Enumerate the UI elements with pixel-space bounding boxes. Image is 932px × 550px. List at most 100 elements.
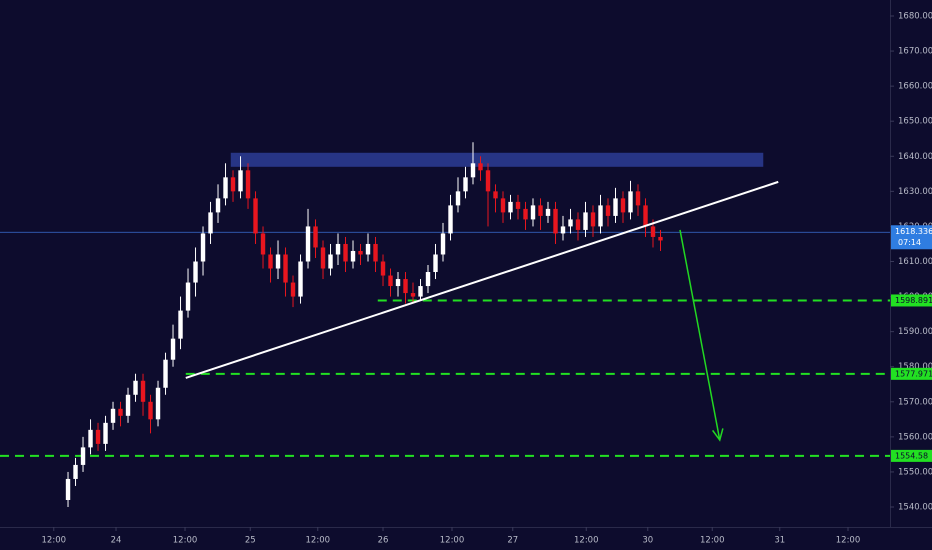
candle-body [298,261,303,297]
candle-body [73,464,78,479]
candle-body [305,226,311,262]
candle-body [403,279,408,294]
candle-body [283,254,288,283]
candle-body [200,233,206,262]
candle-body [65,478,71,500]
candle-body [643,205,648,227]
candle-body [613,198,618,216]
x-tick-label: 12:00 [440,536,465,546]
y-tick-label: 1580.000 [898,362,932,372]
candle-body [335,243,341,255]
candle-body [373,243,378,262]
x-tick-label: 26 [378,536,389,546]
candle-body [658,236,663,241]
candle-body [320,247,326,269]
candle-body [470,163,476,178]
candle-body [538,205,543,216]
candle-body [163,359,168,388]
candle-body [170,338,176,360]
candle-body [133,380,138,395]
level-label: 1598.891 [895,296,932,305]
x-tick-label: 25 [245,536,256,546]
y-tick-label: 1550.000 [898,467,932,477]
candle-body [530,205,536,220]
candle-body [560,226,566,234]
candle-body [523,208,528,220]
candle-body [598,205,603,227]
candle-body [575,219,581,230]
candle-body [343,243,348,262]
level-label-box [891,367,932,380]
candle-body [268,254,273,269]
candle-body [275,254,281,269]
y-tick-label: 1650.000 [898,117,932,127]
y-tick-label: 1670.000 [898,47,932,57]
candle-body [628,191,633,213]
y-tick-label: 1540.000 [898,503,932,513]
candle-body [215,198,221,213]
candle-body [313,226,318,248]
candle-body [350,250,356,262]
y-tick-label: 1630.000 [898,187,932,197]
candle-body [178,310,183,339]
x-tick-label: 12:00 [836,536,861,546]
candle-body [185,282,191,311]
last-price-label: 1618.336 [895,227,932,236]
x-tick-label: 24 [111,536,122,546]
y-tick-label: 1660.000 [898,82,932,92]
candle-body [553,208,558,234]
x-tick-label: 12:00 [42,536,67,546]
candle-body [515,201,521,209]
candle-body [493,191,498,199]
candle-body [238,170,243,192]
candle-body [328,254,333,269]
candle-body [358,250,363,255]
candle-body [245,170,251,199]
level-label-box [891,294,932,307]
candle-body [253,198,258,234]
candle-body [230,177,236,192]
candle-body [485,170,491,192]
candle-body [620,198,626,213]
candle-body [583,212,588,230]
candle-body [590,212,596,227]
countdown: 07:14 [898,238,921,247]
level-label-box [891,449,932,462]
candle-body [478,163,483,171]
y-tick-label: 1610.000 [898,257,932,267]
candle-body [500,198,506,213]
candle-body [88,429,93,448]
x-tick-label: 31 [774,536,785,546]
candle-body [433,254,438,273]
candle-body [418,286,423,297]
candle-body [80,447,86,465]
resistance-zone [230,152,764,167]
candle-body [148,401,153,420]
candle-body [463,177,468,192]
y-tick-label: 1640.000 [898,152,932,162]
candle-body [448,205,453,234]
candle-body [650,226,656,237]
candle-body [545,208,551,216]
level-label: 1554.58 [895,451,928,460]
y-tick-label: 1590.000 [898,327,932,337]
last-price-box [891,225,932,250]
x-tick-label: 12:00 [173,536,198,546]
x-tick-label: 12:00 [306,536,331,546]
candle-body [635,191,641,206]
candle-body [223,177,228,199]
arrow-head [712,428,724,442]
x-tick-label: 30 [642,536,653,546]
candle-body [103,422,108,444]
candle-body [140,380,146,402]
candle-body [508,201,513,213]
y-tick-label: 1570.000 [898,397,932,407]
candle-body [410,293,416,297]
candle-body [290,282,296,297]
candle-body [440,233,446,255]
candle-body [95,429,101,444]
y-tick-label: 1680.000 [898,11,932,21]
trendline [185,180,779,379]
